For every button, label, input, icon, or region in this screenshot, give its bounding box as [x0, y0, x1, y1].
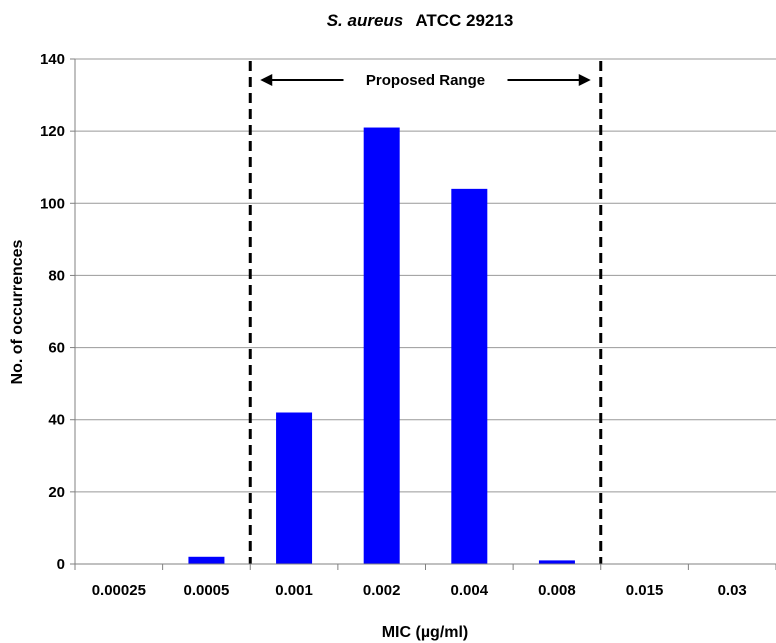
x-tick-label-0.0005: 0.0005 — [183, 582, 229, 599]
y-tick-label-100: 100 — [40, 195, 65, 212]
bar-0.008 — [538, 560, 575, 564]
y-tick-label-60: 60 — [48, 340, 65, 357]
x-tick-label-0.03: 0.03 — [718, 582, 747, 599]
x-tick-label-0.004: 0.004 — [451, 582, 489, 599]
range-arrow-right-head — [578, 74, 591, 86]
y-tick-label-120: 120 — [40, 123, 65, 140]
x-tick-label-0.015: 0.015 — [626, 582, 664, 599]
chart-title-italic: S. aureus — [327, 11, 404, 30]
y-tick-label-0: 0 — [57, 556, 65, 573]
x-tick-label-0.00025: 0.00025 — [92, 582, 146, 599]
x-tick-label-0.002: 0.002 — [363, 582, 401, 599]
gridlines — [75, 58, 776, 493]
chart-title: S. aureus ATCC 29213 — [327, 11, 514, 30]
range-label: Proposed Range — [366, 72, 485, 89]
bar-0.004 — [451, 188, 488, 564]
bar-0.001 — [276, 412, 313, 564]
y-tick-label-20: 20 — [48, 484, 65, 501]
x-axis-ticks: 0.00025 0.0005 0.001 0.002 0.004 0.008 0.015 0.… — [74, 564, 776, 599]
range-arrow-left-head — [260, 74, 273, 86]
range-annotation: Proposed Range — [248, 61, 603, 564]
y-tick-label-80: 80 — [48, 267, 65, 284]
y-tick-label-140: 140 — [40, 51, 65, 68]
x-tick-label-0.008: 0.008 — [538, 582, 576, 599]
chart-title-rest: ATCC 29213 — [415, 11, 513, 30]
y-axis-ticks: 0 20 40 60 80 100 120 140 — [40, 51, 75, 573]
x-tick-label-0.001: 0.001 — [275, 582, 313, 599]
x-axis-label: MIC (µg/ml) — [382, 624, 469, 641]
bars — [188, 127, 575, 565]
y-axis-label: No. of occurrences — [9, 239, 26, 384]
bar-0.0005 — [188, 556, 225, 564]
bar-0.002 — [363, 127, 400, 565]
y-tick-label-40: 40 — [48, 412, 65, 429]
